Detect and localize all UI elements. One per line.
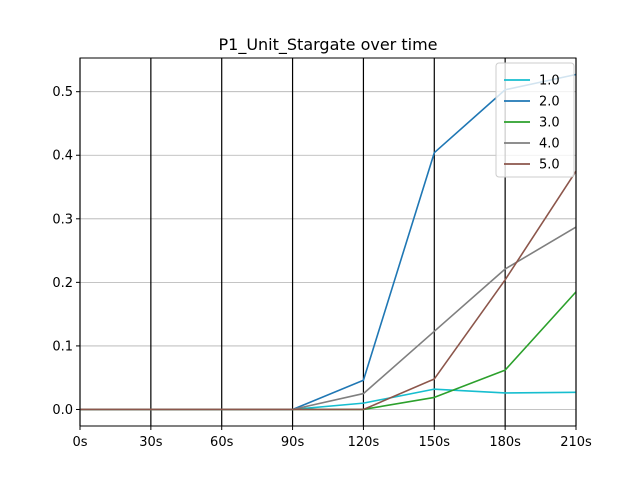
series-line-5.0	[80, 170, 577, 411]
x-tick-label: 150s	[418, 435, 450, 450]
plot-frame	[79, 57, 577, 427]
legend-label: 4.0	[539, 137, 560, 152]
legend: 1.0 2.0 3.0 4.0 5.0	[495, 62, 575, 178]
legend-label: 2.0	[539, 95, 560, 110]
series-line-1.0	[80, 388, 577, 411]
y-tick-label: 0.1	[52, 339, 73, 354]
y-tick-label: 0.2	[52, 276, 73, 291]
series-line-3.0	[80, 291, 577, 411]
y-tick-label: 0.5	[52, 85, 73, 100]
series-line-4.0	[80, 226, 577, 411]
legend-box	[495, 62, 575, 178]
legend-label: 1.0	[539, 74, 560, 89]
grid	[80, 91, 576, 410]
axes: 0.0 0.1 0.2 0.3 0.4 0.5 0s 30s 60s 90s 120s 150s 180…	[52, 85, 592, 450]
x-tick-label: 30s	[139, 435, 163, 450]
x-tick-label: 210s	[560, 435, 592, 450]
x-tick-label: 60s	[210, 435, 234, 450]
legend-label: 5.0	[539, 158, 560, 173]
legend-label: 3.0	[539, 116, 560, 131]
y-tick-label: 0.4	[52, 149, 73, 164]
series-lines	[80, 73, 577, 411]
y-tick-label: 0.3	[52, 212, 73, 227]
x-tick-label: 90s	[281, 435, 305, 450]
y-tick-label: 0.0	[52, 403, 73, 418]
x-tick-label: 120s	[348, 435, 380, 450]
x-tick-label: 180s	[489, 435, 521, 450]
chart-title: P1_Unit_Stargate over time	[218, 35, 437, 55]
x-tick-label: 0s	[72, 435, 87, 450]
